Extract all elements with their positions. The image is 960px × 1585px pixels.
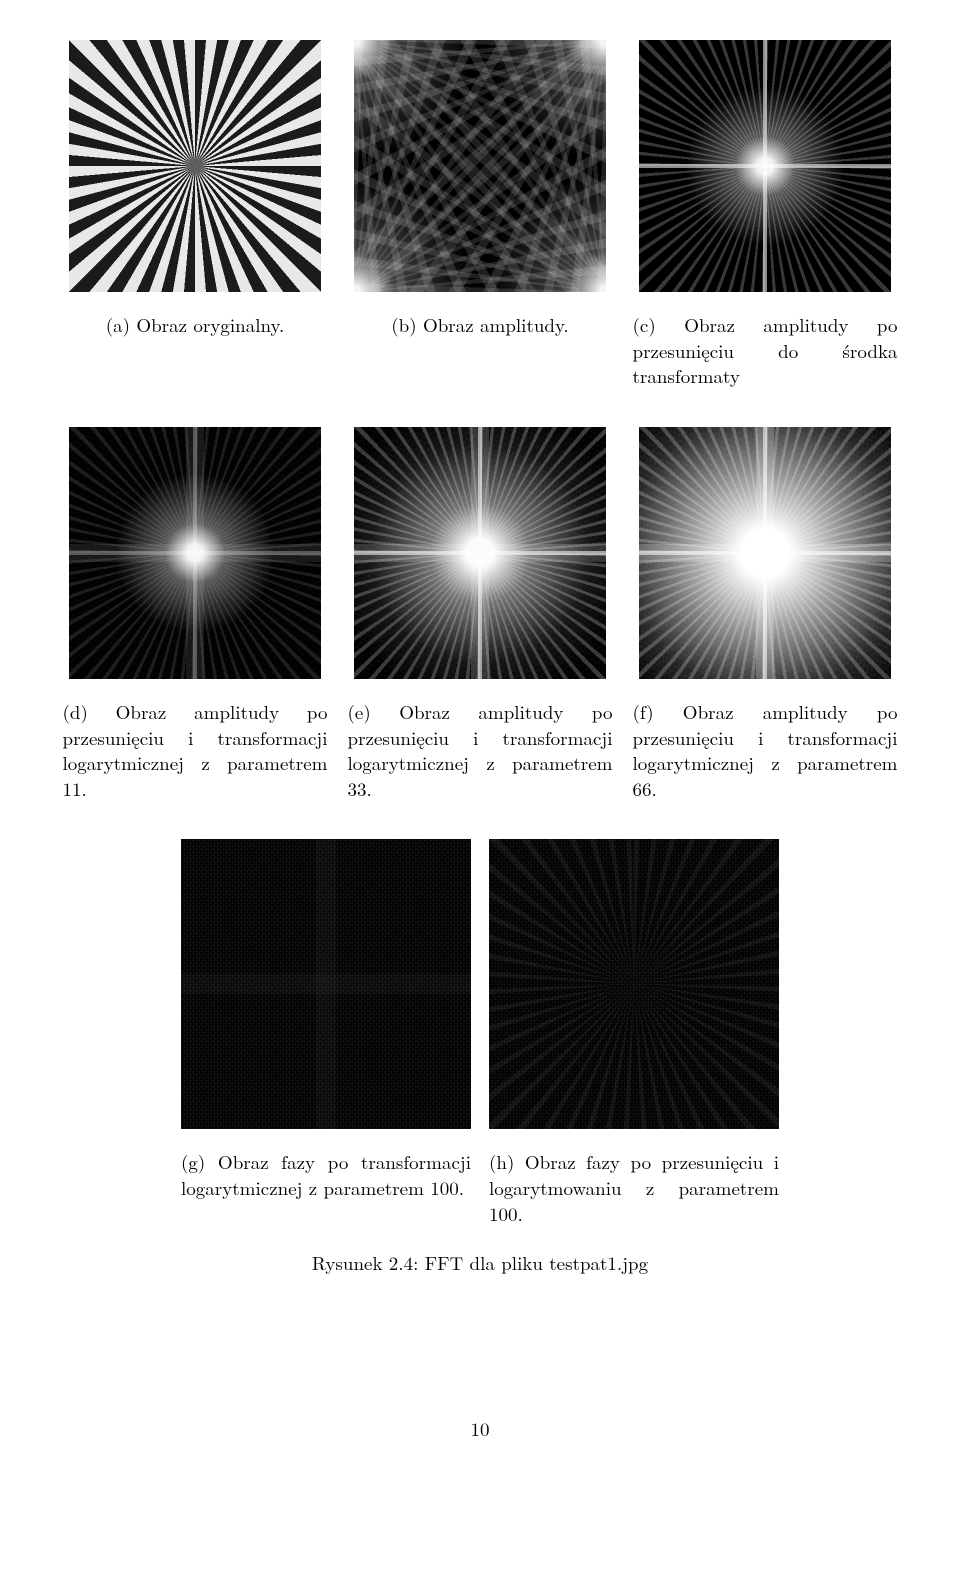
caption-d-cell: (d) Obraz amplitudy po przesunięciu i tr… bbox=[63, 689, 328, 802]
caption-g-cell: (g) Obraz fazy po transformacji logarytm… bbox=[181, 1139, 471, 1226]
panel-b bbox=[348, 40, 613, 292]
caption-c: (c) Obraz amplitudy po przesunięciu do ś… bbox=[633, 312, 898, 389]
figure-caption: Rysunek 2.4: FFT dla pliku testpat1.jpg bbox=[60, 1250, 900, 1276]
image-h-rays bbox=[489, 839, 779, 1129]
image-h-phase-shifted bbox=[489, 839, 779, 1129]
panel-c bbox=[633, 40, 898, 292]
image-f-cross bbox=[639, 427, 891, 679]
image-g-cross bbox=[181, 839, 471, 1129]
figure-row-3 bbox=[60, 839, 900, 1129]
image-b-amplitude bbox=[354, 40, 606, 292]
caption-d: (d) Obraz amplitudy po przesunięciu i tr… bbox=[63, 699, 328, 802]
image-e-noise bbox=[354, 427, 606, 679]
panel-e bbox=[348, 427, 613, 679]
caption-b: (b) Obraz amplitudy. bbox=[348, 312, 613, 338]
panel-a bbox=[63, 40, 328, 292]
caption-h: (h) Obraz fazy po przesunięciu i logaryt… bbox=[489, 1149, 779, 1226]
caption-e: (e) Obraz amplitudy po przesunięciu i tr… bbox=[348, 699, 613, 802]
caption-row-2: (d) Obraz amplitudy po przesunięciu i tr… bbox=[60, 689, 900, 802]
figure-row-1 bbox=[60, 40, 900, 292]
image-c-amplitude-shifted bbox=[639, 40, 891, 292]
caption-row-3: (g) Obraz fazy po transformacji logarytm… bbox=[60, 1139, 900, 1226]
caption-a-cell: (a) Obraz oryginalny. bbox=[63, 302, 328, 389]
caption-b-cell: (b) Obraz amplitudy. bbox=[348, 302, 613, 389]
image-d-cross bbox=[69, 427, 321, 679]
caption-row-1: (a) Obraz oryginalny. (b) Obraz amplitud… bbox=[60, 302, 900, 389]
page-number: 10 bbox=[60, 1416, 900, 1442]
caption-e-cell: (e) Obraz amplitudy po przesunięciu i tr… bbox=[348, 689, 613, 802]
panel-d bbox=[63, 427, 328, 679]
image-g-phase bbox=[181, 839, 471, 1129]
panel-f bbox=[633, 427, 898, 679]
image-f-noise bbox=[639, 427, 891, 679]
image-a-starburst bbox=[69, 40, 321, 292]
caption-f: (f) Obraz amplitudy po przesunięciu i tr… bbox=[633, 699, 898, 802]
caption-f-cell: (f) Obraz amplitudy po przesunięciu i tr… bbox=[633, 689, 898, 802]
image-d-noise bbox=[69, 427, 321, 679]
caption-a: (a) Obraz oryginalny. bbox=[63, 312, 328, 338]
image-f-log66 bbox=[639, 427, 891, 679]
panel-g bbox=[181, 839, 471, 1129]
caption-h-cell: (h) Obraz fazy po przesunięciu i logaryt… bbox=[489, 1139, 779, 1226]
figure-row-2 bbox=[60, 427, 900, 679]
panel-h bbox=[489, 839, 779, 1129]
image-e-log33 bbox=[354, 427, 606, 679]
image-d-log11 bbox=[69, 427, 321, 679]
image-e-cross bbox=[354, 427, 606, 679]
caption-c-cell: (c) Obraz amplitudy po przesunięciu do ś… bbox=[633, 302, 898, 389]
caption-g: (g) Obraz fazy po transformacji logarytm… bbox=[181, 1149, 471, 1200]
